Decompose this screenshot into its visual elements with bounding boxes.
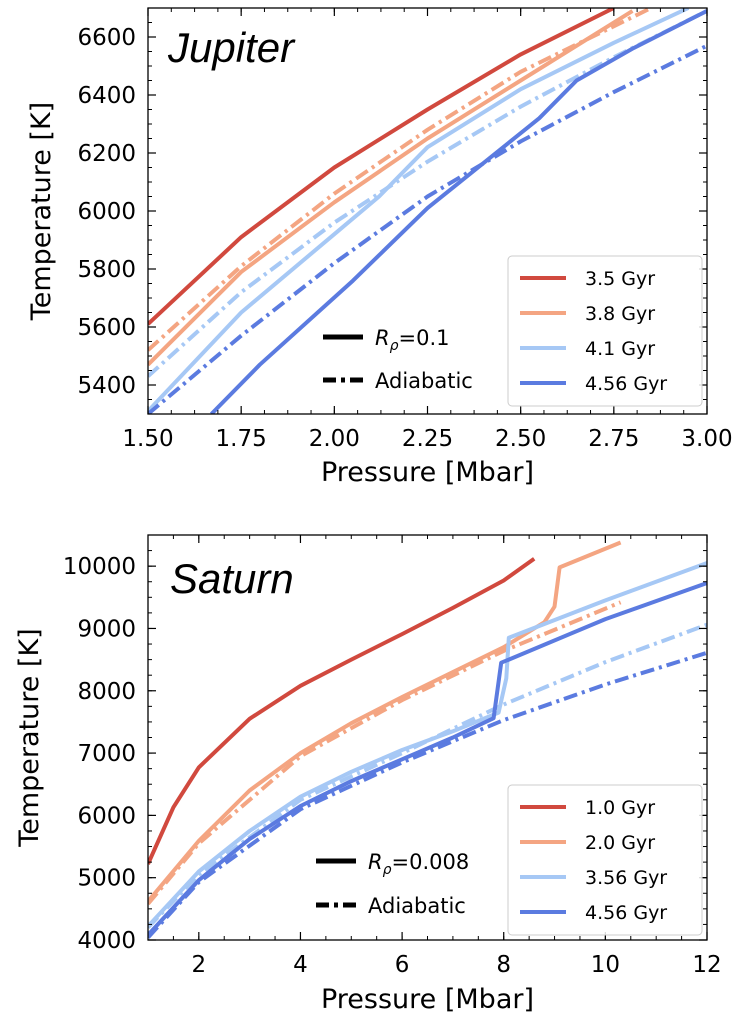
x-tick-label: 8 (496, 952, 511, 978)
x-tick-label: 12 (692, 952, 721, 978)
style-legend-text-solid: Rρ=0.008 (368, 850, 469, 878)
y-tick-label: 4000 (77, 928, 136, 954)
series-line-4.56-gyr-dashdot (148, 43, 707, 414)
y-tick-label: 10000 (63, 554, 136, 580)
planet-title: Saturn (170, 555, 294, 602)
x-tick-label: 1.50 (122, 426, 173, 452)
legend-box (507, 255, 703, 407)
y-tick-label: 7000 (77, 741, 136, 767)
y-tick-label: 5000 (77, 866, 136, 892)
x-tick-label: 4 (293, 952, 308, 978)
style-legend-text-solid: Rρ=0.1 (375, 326, 449, 354)
series-line-2.0-gyr-dashdot (148, 600, 622, 906)
series-line-4.56-gyr-dashdot (148, 650, 707, 939)
series-line-3.8-gyr-solid (148, 9, 634, 367)
planet-title: Jupiter (167, 24, 296, 71)
legend-label: 4.56 Gyr (585, 902, 667, 924)
series-group (148, 540, 707, 939)
legend-label: 3.8 Gyr (585, 303, 655, 325)
series-line-3.56-gyr-dashdot (148, 622, 707, 929)
series-line-4.1-gyr-dashdot (148, 9, 707, 378)
y-tick-label: 6000 (77, 803, 136, 829)
y-tick-label: 5800 (77, 257, 136, 283)
y-axis-label: Temperature [K] (14, 628, 45, 847)
series-line-3.8-gyr-dashdot (148, 8, 652, 352)
x-tick-label: 3.00 (681, 426, 732, 452)
series-line-3.5-gyr-solid (148, 8, 615, 326)
x-tick-label: 2.25 (402, 426, 453, 452)
x-tick-label: 2.75 (588, 426, 639, 452)
series-line-4.56-gyr-solid (209, 9, 707, 414)
chart-saturn: 2 4 6 8 10 12 4000 5000 6000 7000 8000 9000 10000 Pre… (14, 534, 722, 1015)
legend-label: 4.1 Gyr (585, 338, 655, 360)
series-line-3.56-gyr-solid (148, 561, 707, 928)
series-line-4.1-gyr-solid (148, 8, 690, 413)
y-tick-label: 6400 (77, 83, 136, 109)
legend-label: 4.56 Gyr (585, 373, 667, 395)
series-line-1.0-gyr-solid (148, 557, 536, 865)
legend-label: 3.56 Gyr (585, 867, 667, 889)
y-tick-label: 9000 (77, 616, 136, 642)
y-tick-label: 6200 (77, 141, 136, 167)
y-tick-label: 5600 (77, 315, 136, 341)
legend-box (507, 784, 703, 936)
x-tick-label: 6 (395, 952, 410, 978)
x-tick-label: 2 (191, 952, 206, 978)
series-group (148, 8, 707, 414)
series-line-4.56-gyr-solid (148, 581, 707, 937)
legend-label: 1.0 Gyr (585, 797, 655, 819)
y-tick-label: 6000 (77, 199, 136, 225)
x-axis-label: Pressure [Mbar] (321, 984, 534, 1015)
x-tick-label: 2.00 (309, 426, 360, 452)
y-tick-label: 5400 (77, 373, 136, 399)
style-legend-text-dashdot: Adiabatic (375, 369, 473, 393)
x-tick-label: 10 (591, 952, 620, 978)
style-legend-text-dashdot: Adiabatic (368, 894, 466, 918)
legend-label: 2.0 Gyr (585, 832, 655, 854)
y-axis-label: Temperature [K] (26, 102, 57, 321)
legend-label: 3.5 Gyr (585, 268, 655, 290)
x-axis-label: Pressure [Mbar] (321, 457, 534, 488)
y-tick-label: 8000 (77, 679, 136, 705)
x-tick-label: 1.75 (216, 426, 267, 452)
chart-jupiter: 1.50 1.75 2.00 2.25 2.50 2.75 3.00 5400 5600 5800… (26, 7, 733, 488)
x-tick-label: 2.50 (495, 426, 546, 452)
y-tick-label: 6600 (77, 25, 136, 51)
series-line-2.0-gyr-solid (148, 540, 622, 903)
